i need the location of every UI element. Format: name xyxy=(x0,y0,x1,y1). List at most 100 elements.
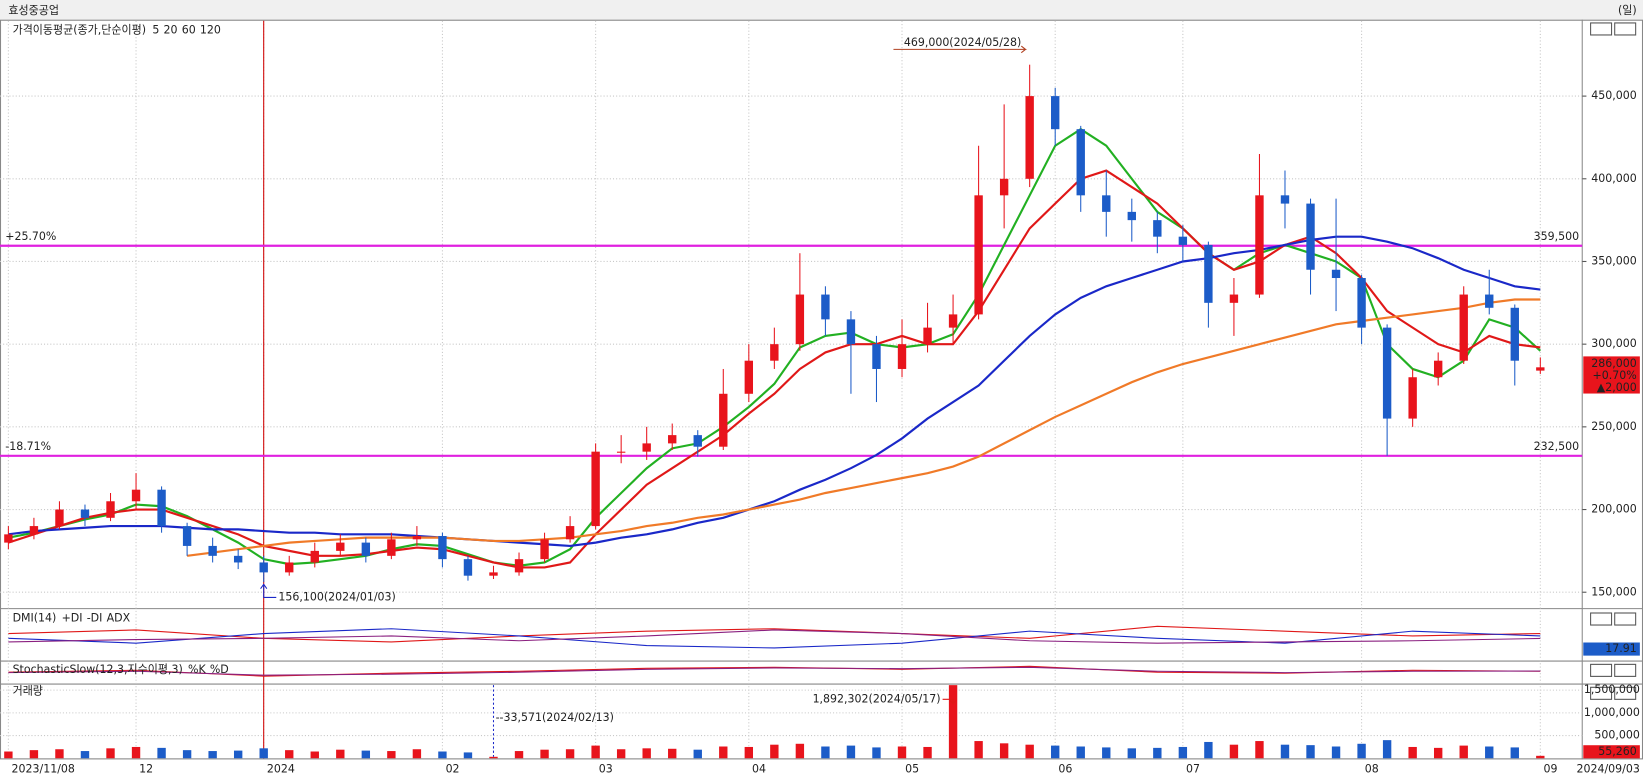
candle-body xyxy=(821,294,830,320)
volume-bar xyxy=(1127,748,1136,759)
volume-bar xyxy=(489,756,498,759)
x-tick-label: 02 xyxy=(446,762,460,775)
panel-buttons xyxy=(1590,22,1637,700)
candle-body xyxy=(29,526,39,535)
candle-body xyxy=(1510,307,1519,361)
volume-bar xyxy=(923,746,932,759)
candle-body xyxy=(285,562,294,573)
button[interactable] xyxy=(1590,686,1613,700)
volume-bars xyxy=(4,685,1545,759)
volume-bar xyxy=(1408,746,1417,759)
candle-body xyxy=(131,489,141,502)
volume-bar xyxy=(1485,746,1494,759)
volume-bar xyxy=(821,746,830,759)
candle-body xyxy=(1076,129,1085,196)
volume-bar xyxy=(1280,744,1290,759)
candle-body xyxy=(1025,96,1034,179)
volume-bar xyxy=(795,743,805,759)
volume-bar xyxy=(872,747,881,759)
x-tick-label: 05 xyxy=(905,762,919,775)
candle-body xyxy=(1382,327,1392,419)
candle-body xyxy=(1433,360,1443,378)
volume-bar xyxy=(1025,744,1034,759)
x-tick-label: 09 xyxy=(1543,762,1557,775)
volume-bar xyxy=(1178,746,1188,759)
volume-bar xyxy=(29,750,39,759)
y-tick-label: 450,000 xyxy=(1591,89,1636,102)
volume-bar xyxy=(1510,747,1519,759)
volume-tick-label: 1,000,000 xyxy=(1584,706,1640,719)
candle-body xyxy=(795,294,805,345)
candle-body xyxy=(974,195,983,315)
volume-min-annotation: --33,571(2024/02/13) xyxy=(496,711,614,724)
candle-body xyxy=(591,451,600,527)
volume-bar xyxy=(1229,744,1239,759)
volume-bar xyxy=(514,751,524,759)
button[interactable] xyxy=(1614,663,1637,677)
volume-bar xyxy=(438,751,447,759)
candle-body xyxy=(438,535,447,560)
candle-body xyxy=(1408,377,1417,419)
high-annotation: 469,000(2024/05/28) xyxy=(904,36,1021,49)
button[interactable] xyxy=(1614,612,1637,626)
volume-bar xyxy=(157,747,166,759)
volume-bar xyxy=(336,749,345,759)
candle-body xyxy=(616,451,626,453)
button[interactable] xyxy=(1590,663,1613,677)
stochastic-line xyxy=(8,666,1541,676)
candle-body xyxy=(1331,269,1341,279)
candle-body xyxy=(1153,220,1162,237)
volume-tick-label: 500,000 xyxy=(1594,728,1639,741)
x-tick-label: 2023/11/08 xyxy=(12,762,75,775)
candle-body xyxy=(412,535,422,540)
period-label: (일) xyxy=(1618,3,1637,17)
candle-body xyxy=(182,526,192,546)
legend-entry: -DI xyxy=(87,611,103,624)
legend-entry: %K xyxy=(188,663,206,676)
volume-bar xyxy=(1459,745,1468,759)
candle-body xyxy=(514,559,524,573)
dmi-title: DMI(14) xyxy=(13,611,57,624)
candle-body xyxy=(540,539,549,560)
candle-body xyxy=(948,314,958,328)
candle-body xyxy=(361,542,371,556)
candle-body xyxy=(770,344,779,361)
button[interactable] xyxy=(1590,22,1613,36)
x-tick-label: 04 xyxy=(752,762,766,775)
button[interactable] xyxy=(1614,22,1637,36)
candle-body xyxy=(463,559,473,576)
button[interactable] xyxy=(1590,612,1613,626)
volume-bar xyxy=(668,748,677,759)
dmi-line xyxy=(8,628,1541,649)
volume-bar xyxy=(1051,745,1060,759)
volume-max-annotation: 1,892,302(2024/05/17) xyxy=(813,692,941,705)
volume-bar xyxy=(1331,746,1341,759)
volume-bar xyxy=(616,749,626,759)
candle-body xyxy=(259,562,268,573)
stochastic-title: StochasticSlow(12,3,지수이평,3) xyxy=(13,663,183,676)
volume-bar xyxy=(387,751,396,759)
annotation-arrow xyxy=(942,698,957,705)
current-change-pct: +0.70% xyxy=(1593,369,1637,382)
candle-body xyxy=(489,572,498,576)
legend-entry: ADX xyxy=(107,611,131,624)
candle-body xyxy=(208,545,217,556)
button[interactable] xyxy=(1614,686,1637,700)
reference-pct: -18.71% xyxy=(5,440,51,453)
candle-body xyxy=(1485,294,1494,308)
candle-body xyxy=(897,344,907,369)
y-tick-label: 250,000 xyxy=(1591,420,1636,433)
candle-body xyxy=(872,344,881,369)
dmi-value: 17.91 xyxy=(1605,642,1636,655)
candle-body xyxy=(719,393,728,447)
candle-body xyxy=(336,542,345,551)
volume-bar xyxy=(591,745,600,759)
volume-bar xyxy=(259,748,268,759)
moving-average xyxy=(186,298,1541,557)
candle-body xyxy=(923,327,932,345)
volume-bar xyxy=(55,749,64,759)
volume-bar xyxy=(233,750,243,759)
volume-bar xyxy=(897,746,907,759)
volume-bar xyxy=(1255,741,1264,759)
candle-body xyxy=(1102,195,1111,212)
